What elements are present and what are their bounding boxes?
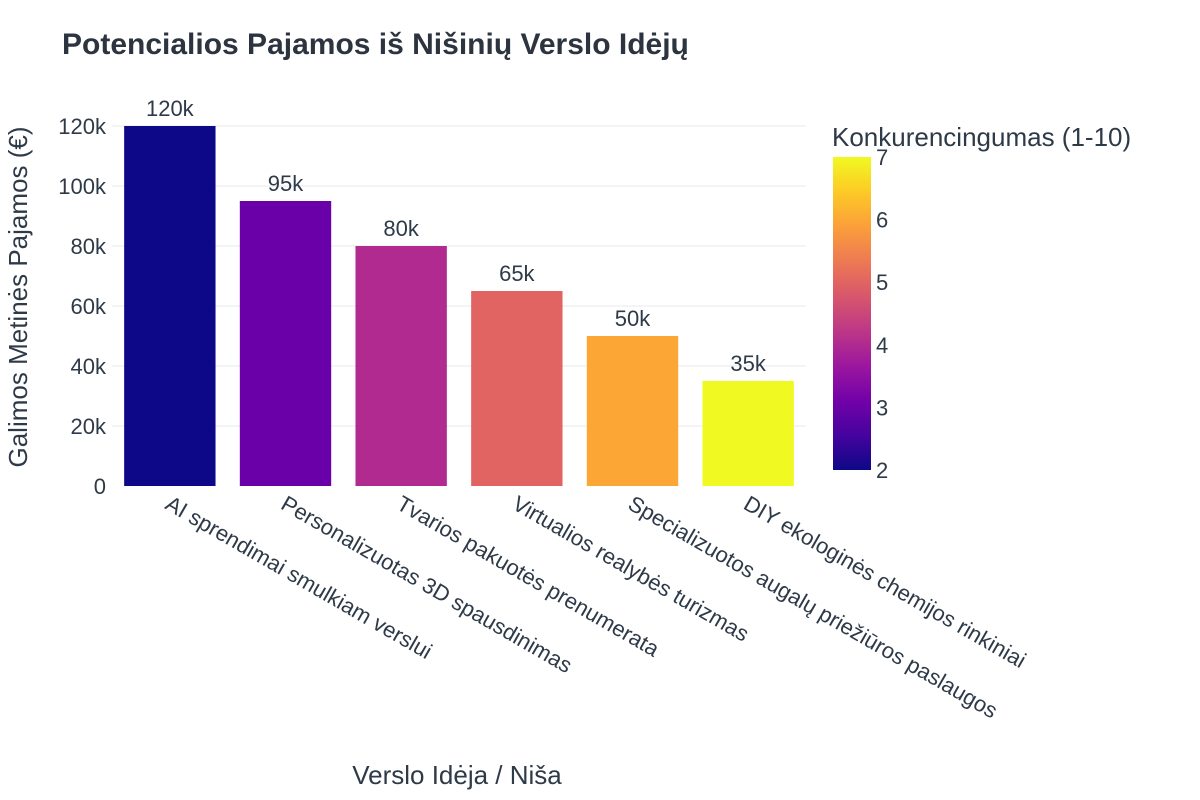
colorbar-tick-label: 6 xyxy=(876,208,888,233)
colorbar-ticks: 2 3 4 5 6 7 xyxy=(876,145,888,483)
colorbar-tick-label: 2 xyxy=(876,458,888,483)
y-axis-label: Galimos Metinės Pajamos (€) xyxy=(3,127,33,468)
data-label: 120k xyxy=(146,96,195,121)
y-tick-label: 0 xyxy=(94,474,106,499)
data-label: 50k xyxy=(615,306,651,331)
data-labels: 120k 95k 80k 65k 50k 35k xyxy=(146,96,767,376)
bar xyxy=(471,291,563,486)
gridlines xyxy=(112,125,806,427)
y-tick-label: 40k xyxy=(71,354,107,379)
bar xyxy=(239,201,332,486)
bar xyxy=(702,381,794,486)
data-label: 35k xyxy=(730,351,766,376)
y-tick-label: 120k xyxy=(58,114,107,139)
y-tick-label: 100k xyxy=(58,174,107,199)
chart-title: Potencialios Pajamos iš Nišinių Verslo I… xyxy=(62,28,689,61)
y-tick-label: 60k xyxy=(71,294,107,319)
y-tick-label: 20k xyxy=(71,414,107,439)
x-axis-ticks: AI sprendimai smulkiam versluiPersonaliz… xyxy=(161,491,1030,724)
x-axis-label: Verslo Idėja / Niša xyxy=(352,760,562,790)
colorbar-tick-label: 7 xyxy=(876,145,888,170)
bar xyxy=(586,336,679,486)
data-label: 95k xyxy=(268,171,304,196)
data-label: 65k xyxy=(499,261,535,286)
data-label: 80k xyxy=(383,216,419,241)
colorbar-title: Konkurencingumas (1-10) xyxy=(832,122,1131,152)
y-tick-label: 80k xyxy=(71,234,107,259)
bar xyxy=(124,126,216,486)
bar xyxy=(355,246,447,486)
colorbar-scale xyxy=(833,157,871,470)
colorbar: Konkurencingumas (1-10) 2 3 4 5 6 7 xyxy=(832,122,1131,483)
colorbar-tick-label: 5 xyxy=(876,270,888,295)
colorbar-tick-label: 3 xyxy=(876,395,888,420)
colorbar-tick-label: 4 xyxy=(876,333,888,358)
y-axis-ticks: 0 20k 40k 60k 80k 100k 120k xyxy=(58,114,107,499)
bars xyxy=(124,126,794,486)
